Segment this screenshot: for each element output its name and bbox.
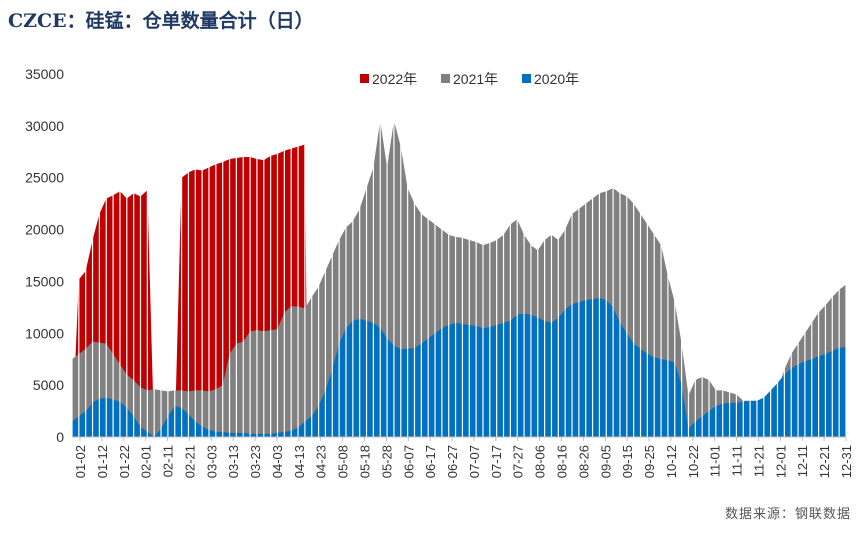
legend-swatch (522, 74, 531, 83)
x-tick-label: 07-07 (467, 445, 482, 478)
x-tick-label: 03-23 (248, 445, 263, 478)
x-tick-label: 03-13 (226, 445, 241, 478)
x-tick-label: 01-22 (117, 445, 132, 478)
x-tick-label: 01-12 (95, 445, 110, 478)
x-tick-label: 08-06 (533, 445, 548, 478)
x-tick-label: 12-11 (795, 445, 810, 477)
y-tick-label: 25000 (25, 170, 64, 186)
x-tick-label: 05-28 (379, 445, 394, 478)
y-tick-label: 0 (56, 429, 64, 445)
chart-title: CZCE：硅锰：仓单数量合计（日） (8, 10, 314, 32)
x-tick-label: 07-27 (511, 445, 526, 478)
x-tick-label: 12-21 (817, 445, 832, 478)
x-tick-label: 01-02 (73, 445, 88, 478)
x-tick-label: 06-07 (401, 445, 416, 478)
x-tick-label: 04-03 (270, 445, 285, 478)
x-tick-label: 10-12 (664, 445, 679, 478)
x-tick-label: 09-25 (642, 445, 657, 478)
y-tick-label: 15000 (25, 273, 64, 289)
y-tick-label: 30000 (25, 118, 64, 134)
x-tick-label: 02-21 (182, 445, 197, 478)
x-tick-label: 08-16 (554, 445, 569, 478)
x-tick-label: 06-17 (423, 445, 438, 478)
x-tick-label: 06-27 (445, 445, 460, 478)
x-tick-label: 12-31 (839, 445, 854, 478)
x-tick-label: 05-18 (358, 445, 373, 478)
legend-label: 2022年 (372, 71, 417, 87)
y-tick-label: 5000 (33, 377, 64, 393)
x-tick-label: 09-15 (620, 445, 635, 478)
legend-swatch (441, 74, 450, 83)
legend: 2022年 2021年 2020年 (360, 71, 579, 87)
y-tick-label: 20000 (25, 222, 64, 238)
series-area-3 (72, 298, 846, 437)
x-tick-label: 09-05 (598, 445, 613, 478)
x-tick-label: 12-01 (773, 445, 788, 478)
y-tick-label: 35000 (25, 66, 64, 82)
x-tick-label: 10-22 (686, 445, 701, 478)
x-tick-label: 04-23 (314, 445, 329, 478)
y-tick-label: 10000 (25, 325, 64, 341)
x-tick-label: 08-26 (576, 445, 591, 478)
plot-area (71, 74, 847, 438)
x-tick-label: 11-21 (751, 445, 766, 477)
x-tick-label: 05-08 (336, 445, 351, 478)
x-tick-label: 11-11 (730, 445, 745, 476)
x-tick-label: 03-03 (204, 445, 219, 478)
x-tick-label: 02-01 (139, 445, 154, 478)
legend-label: 2020年 (534, 71, 579, 87)
legend-swatch (360, 74, 369, 83)
data-source: 数据来源：钢联数据 (724, 507, 851, 522)
x-tick-label: 11-01 (708, 445, 723, 477)
legend-label: 2021年 (453, 71, 498, 87)
x-tick-label: 07-17 (489, 445, 504, 478)
axes: 0 5000 10000 15000 20000 25000 30000 35000 01-02… (25, 66, 854, 478)
x-tick-label: 02-11 (161, 445, 176, 477)
x-tick-label: 04-13 (292, 445, 307, 478)
